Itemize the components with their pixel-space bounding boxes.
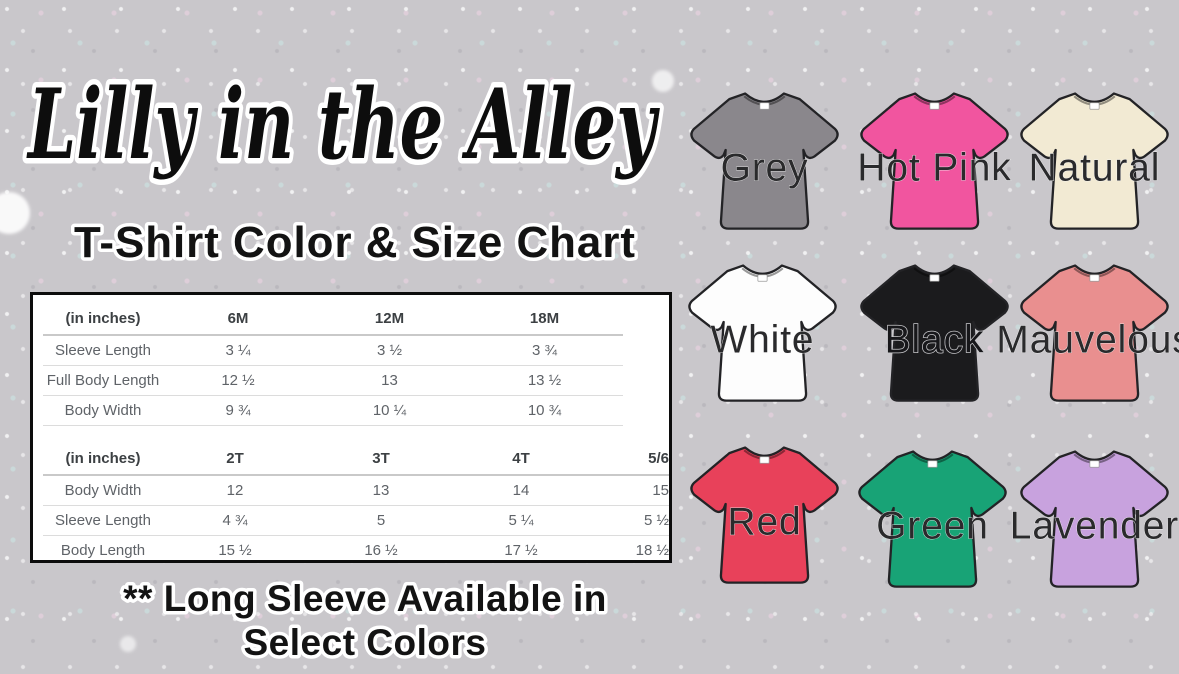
brand-title: Lilly in the Alley — [26, 68, 661, 181]
table-row: Full Body Length 12 ½ 13 13 ½ — [43, 366, 623, 396]
chart-subtitle-wrap: T-Shirt Color & Size Chart — [71, 215, 639, 271]
table-header-cell: 2T — [226, 450, 244, 467]
shirt-swatch-green: Green — [840, 442, 1025, 598]
footnote-line-2: Select Colors — [244, 622, 487, 663]
table-header-row: (in inches) 6M 12M 18M — [43, 303, 623, 336]
row-label: Sleeve Length — [55, 342, 151, 359]
shirt-color-label: Black — [885, 319, 985, 362]
chart-subtitle: T-Shirt Color & Size Chart — [74, 218, 636, 267]
shirt-color-label: Red — [727, 501, 801, 544]
table-cell: 3 ¾ — [531, 342, 558, 359]
table-cell: 13 — [381, 372, 398, 389]
table-cell: 15 ½ — [218, 542, 252, 559]
shirt-color-label: Grey — [721, 147, 809, 190]
table-header-cell: 4T — [512, 450, 530, 467]
table-cell: 5 ¼ — [508, 512, 534, 529]
table-header-cell: 18M — [529, 310, 560, 327]
table-row: Body Width 12 13 14 15 — [43, 476, 669, 506]
shirt-color-label: Lavender — [1010, 505, 1179, 548]
table-cell: 3 ½ — [376, 342, 403, 359]
table-row: Body Length 15 ½ 16 ½ 17 ½ 18 ½ — [43, 536, 669, 565]
bokeh-sparkle — [652, 70, 674, 92]
table-cell: 10 ¼ — [372, 402, 407, 419]
table-header-cell: 3T — [372, 450, 390, 467]
table-cell: 14 — [512, 482, 530, 499]
row-label: Sleeve Length — [55, 512, 151, 529]
shirt-swatch-lavender: Lavender — [1002, 442, 1179, 598]
table-cell: 15 — [652, 482, 669, 499]
table-header-cell: 5/6 — [648, 450, 669, 467]
footnote-wrap: ** Long Sleeve Available in Select Color… — [120, 575, 610, 667]
bokeh-sparkle — [120, 636, 136, 652]
row-label: Body Width — [64, 482, 142, 499]
shirt-swatch-grey: Grey — [672, 84, 857, 240]
table-header-cell: 6M — [227, 310, 249, 327]
row-label: Body Width — [64, 402, 142, 419]
shirt-color-label: Hot Pink — [857, 147, 1011, 190]
table-cell: 17 ½ — [504, 542, 538, 559]
row-label: Body Length — [60, 542, 146, 559]
footnote-line-1: ** Long Sleeve Available in — [123, 578, 607, 619]
brand-logo: Lilly in the Alley — [20, 63, 666, 187]
table-cell: 13 — [372, 482, 390, 499]
shirt-color-label: Green — [876, 505, 989, 548]
shirt-swatch-hot-pink: Hot Pink — [842, 84, 1027, 240]
table-row: Sleeve Length 3 ¼ 3 ½ 3 ¾ — [43, 336, 623, 366]
row-label: Full Body Length — [46, 372, 160, 389]
table-header-cell: (in inches) — [65, 450, 141, 467]
shirt-color-label: Mauvelous — [996, 319, 1179, 362]
table-cell: 16 ½ — [364, 542, 398, 559]
table-cell: 4 ¾ — [222, 512, 248, 529]
table-cell: 9 ¾ — [225, 402, 251, 419]
table-header-cell: 12M — [374, 310, 405, 327]
table-cell: 13 ½ — [527, 372, 562, 389]
shirt-color-label: White — [711, 319, 815, 362]
table-row: Body Width 9 ¾ 10 ¼ 10 ¾ — [43, 396, 623, 426]
size-chart-section-toddler: (in inches) 2T 3T 4T 5/6 Body Width 12 1… — [43, 443, 669, 565]
table-cell: 3 ¼ — [225, 342, 251, 359]
table-header-cell: (in inches) — [65, 310, 141, 327]
table-row: Sleeve Length 4 ¾ 5 5 ¼ 5 ½ — [43, 506, 669, 536]
table-cell: 10 ¾ — [527, 402, 562, 419]
size-chart-section-infant: (in inches) 6M 12M 18M Sleeve Length 3 ¼… — [43, 303, 669, 426]
table-header-row: (in inches) 2T 3T 4T 5/6 — [43, 443, 669, 476]
shirt-color-label: Natural — [1029, 147, 1161, 190]
table-cell: 12 ½ — [221, 372, 255, 389]
shirt-swatch-natural: Natural — [1002, 84, 1179, 240]
table-cell: 12 — [226, 482, 244, 499]
shirt-swatch-white: White — [670, 256, 855, 412]
table-cell: 5 ½ — [643, 512, 669, 529]
shirt-swatch-black: Black — [842, 256, 1027, 412]
shirt-swatch-mauvelous: Mauvelous — [996, 256, 1179, 412]
size-chart-table: (in inches) 6M 12M 18M Sleeve Length 3 ¼… — [30, 292, 672, 563]
table-cell: 18 ½ — [635, 542, 669, 559]
table-cell: 5 — [376, 512, 386, 529]
shirt-swatch-red: Red — [672, 438, 857, 594]
